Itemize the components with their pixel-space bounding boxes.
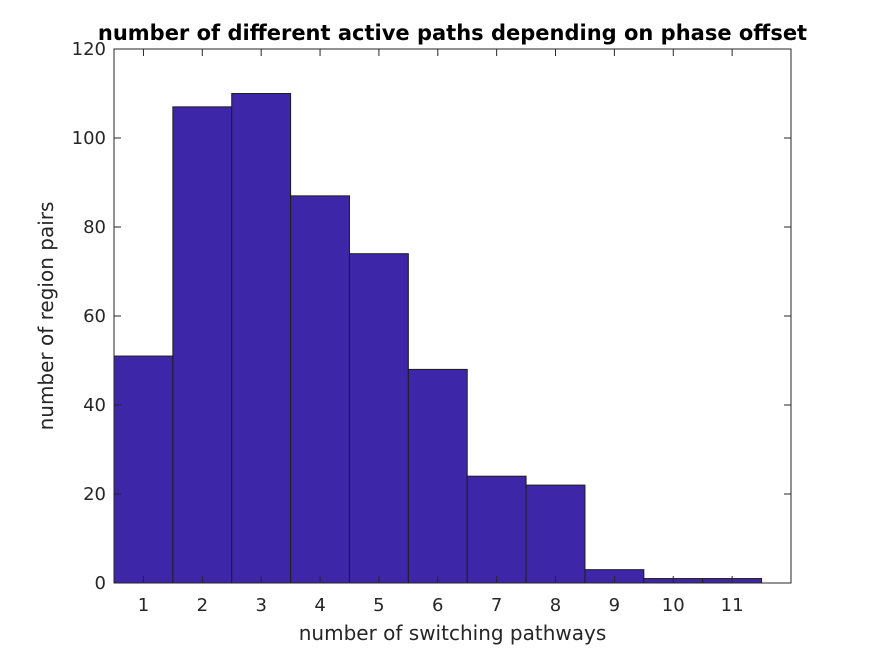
x-tick-label: 4 — [314, 595, 325, 616]
x-axis: 1 2 3 4 5 6 7 8 9 10 11 — [138, 49, 744, 616]
bar-6 — [407, 368, 468, 584]
x-tick-label: 3 — [255, 595, 266, 616]
y-axis-label: number of region pairs — [34, 202, 58, 431]
bar-3 — [231, 93, 292, 584]
x-tick-label: 9 — [609, 595, 620, 616]
bar-8 — [525, 484, 586, 584]
x-tick-label: 11 — [721, 595, 744, 616]
bar-1 — [113, 355, 174, 584]
bars-group — [113, 93, 763, 584]
y-tick-label: 40 — [83, 395, 106, 416]
x-tick-label: 8 — [550, 595, 561, 616]
x-tick-label: 7 — [491, 595, 502, 616]
y-tick-label: 0 — [95, 573, 106, 594]
x-tick-label: 1 — [138, 595, 149, 616]
chart-title: number of different active paths dependi… — [98, 21, 807, 45]
y-axis: 0 20 40 60 80 100 120 — [72, 39, 791, 594]
bar-7 — [466, 475, 527, 584]
x-axis-label: number of switching pathways — [299, 621, 607, 645]
bar-4 — [290, 195, 350, 584]
y-tick-label: 120 — [72, 39, 106, 60]
y-tick-label: 80 — [83, 217, 106, 238]
y-tick-label: 60 — [83, 306, 106, 327]
x-tick-label: 10 — [662, 595, 685, 616]
y-tick-label: 20 — [83, 484, 106, 505]
x-tick-label: 2 — [197, 595, 208, 616]
bar-5 — [348, 253, 409, 584]
x-tick-label: 5 — [373, 595, 384, 616]
y-tick-label: 100 — [72, 128, 106, 149]
bar-2 — [172, 106, 233, 584]
x-tick-label: 6 — [432, 595, 443, 616]
